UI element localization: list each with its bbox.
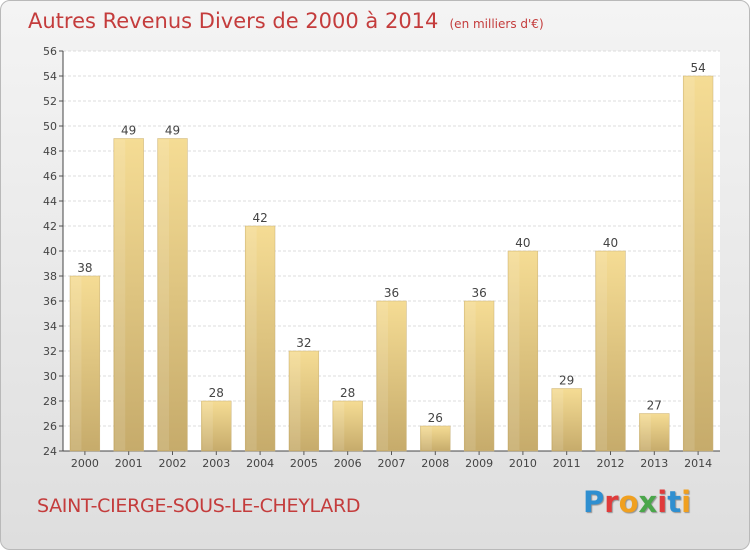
bar-value-label: 38 (77, 261, 92, 275)
bar-value-label: 49 (121, 124, 136, 138)
bar-highlight (421, 427, 432, 450)
y-tick-label: 28 (43, 395, 57, 408)
bar-highlight (158, 139, 170, 450)
bar-highlight (114, 139, 126, 450)
logo-letter: x (638, 485, 658, 519)
logo-letter: i (657, 485, 668, 519)
bar-value-label: 26 (428, 411, 443, 425)
bar-value-label: 36 (384, 286, 399, 300)
bar-highlight (596, 252, 608, 450)
x-tick-label: 2011 (553, 457, 581, 470)
labels: 24 26 28 30 32 34 36 38 40 42 44 46 48 50 52 54 56 38 2000… (43, 45, 712, 470)
bar-value-label: 54 (690, 61, 705, 75)
y-tick-label: 30 (43, 370, 57, 383)
bar-highlight (377, 302, 389, 450)
y-tick-label: 48 (43, 145, 57, 158)
chart-title-unit: (en milliers d'€) (449, 17, 544, 31)
x-tick-label: 2010 (509, 457, 537, 470)
chart-title: Autres Revenus Divers de 2000 à 2014 (en… (28, 9, 544, 33)
bar-value-label: 42 (252, 211, 267, 225)
bar-value-label: 29 (559, 374, 574, 388)
bar-2007 (376, 300, 407, 452)
y-tick-label: 56 (43, 45, 57, 58)
bar-2005 (288, 350, 320, 452)
bar-2002 (157, 138, 188, 452)
y-tick-label: 26 (43, 420, 57, 433)
x-tick-label: 2006 (334, 457, 362, 470)
x-tick-label: 2002 (159, 457, 187, 470)
bar-value-label: 28 (340, 386, 355, 400)
x-tick-label: 2004 (246, 457, 274, 470)
bar-highlight (202, 402, 213, 450)
x-tick-label: 2005 (290, 457, 318, 470)
commune-name: SAINT-CIERGE-SOUS-LE-CHEYLARD (37, 495, 361, 517)
bars (69, 75, 714, 452)
bar-2011 (551, 388, 582, 452)
bar-highlight (552, 389, 564, 450)
y-tick-label: 32 (43, 345, 57, 358)
bar-2010 (507, 250, 539, 452)
bar-value-label: 36 (471, 286, 486, 300)
bar-2013 (639, 413, 670, 452)
bar-value-label: 28 (209, 386, 224, 400)
x-tick-label: 2013 (640, 457, 668, 470)
bar-2003 (201, 400, 232, 452)
x-tick-label: 2008 (421, 457, 449, 470)
x-tick-label: 2003 (202, 457, 230, 470)
chart-title-main: Autres Revenus Divers de 2000 à 2014 (28, 9, 439, 33)
y-tick-label: 24 (43, 445, 57, 458)
logo-letter: t (667, 485, 682, 519)
x-tick-label: 2012 (597, 457, 625, 470)
logo-letter: o (618, 485, 639, 519)
bar-highlight (465, 302, 476, 450)
y-tick-label: 50 (43, 120, 57, 133)
logo-letter: P (583, 485, 605, 519)
x-tick-label: 2001 (115, 457, 143, 470)
y-tick-label: 42 (43, 220, 57, 233)
bar-highlight (684, 77, 695, 450)
bar-2004 (244, 225, 276, 452)
y-tick-label: 44 (43, 195, 57, 208)
bar-2006 (332, 400, 363, 452)
bar-highlight (290, 352, 301, 450)
bar-value-label: 27 (647, 399, 662, 413)
y-tick-label: 34 (43, 320, 57, 333)
bar-2001 (113, 138, 144, 452)
bar-highlight (71, 277, 82, 450)
bar-2009 (463, 300, 495, 452)
x-tick-label: 2014 (684, 457, 712, 470)
bar-value-label: 32 (296, 336, 311, 350)
bar-2008 (420, 425, 451, 452)
bar-value-label: 49 (165, 124, 180, 138)
y-tick-label: 46 (43, 170, 57, 183)
x-tick-label: 2007 (378, 457, 406, 470)
bar-2014 (682, 75, 714, 452)
bar-highlight (640, 414, 651, 450)
y-tick-label: 54 (43, 70, 57, 83)
bar-2000 (69, 275, 101, 452)
x-tick-label: 2009 (465, 457, 493, 470)
bar-highlight (246, 227, 257, 450)
x-tick-label: 2000 (71, 457, 99, 470)
proxiti-logo[interactable]: Proxiti (583, 485, 691, 519)
logo-letter: r (604, 485, 619, 519)
y-tick-label: 52 (43, 95, 57, 108)
y-tick-label: 36 (43, 295, 57, 308)
y-tick-label: 38 (43, 270, 57, 283)
bar-highlight (333, 402, 345, 450)
y-tick-label: 40 (43, 245, 57, 258)
bar-2012 (595, 250, 626, 452)
logo-letter: i (681, 485, 692, 519)
bar-value-label: 40 (603, 236, 618, 250)
bar-value-label: 40 (515, 236, 530, 250)
bar-highlight (509, 252, 520, 450)
